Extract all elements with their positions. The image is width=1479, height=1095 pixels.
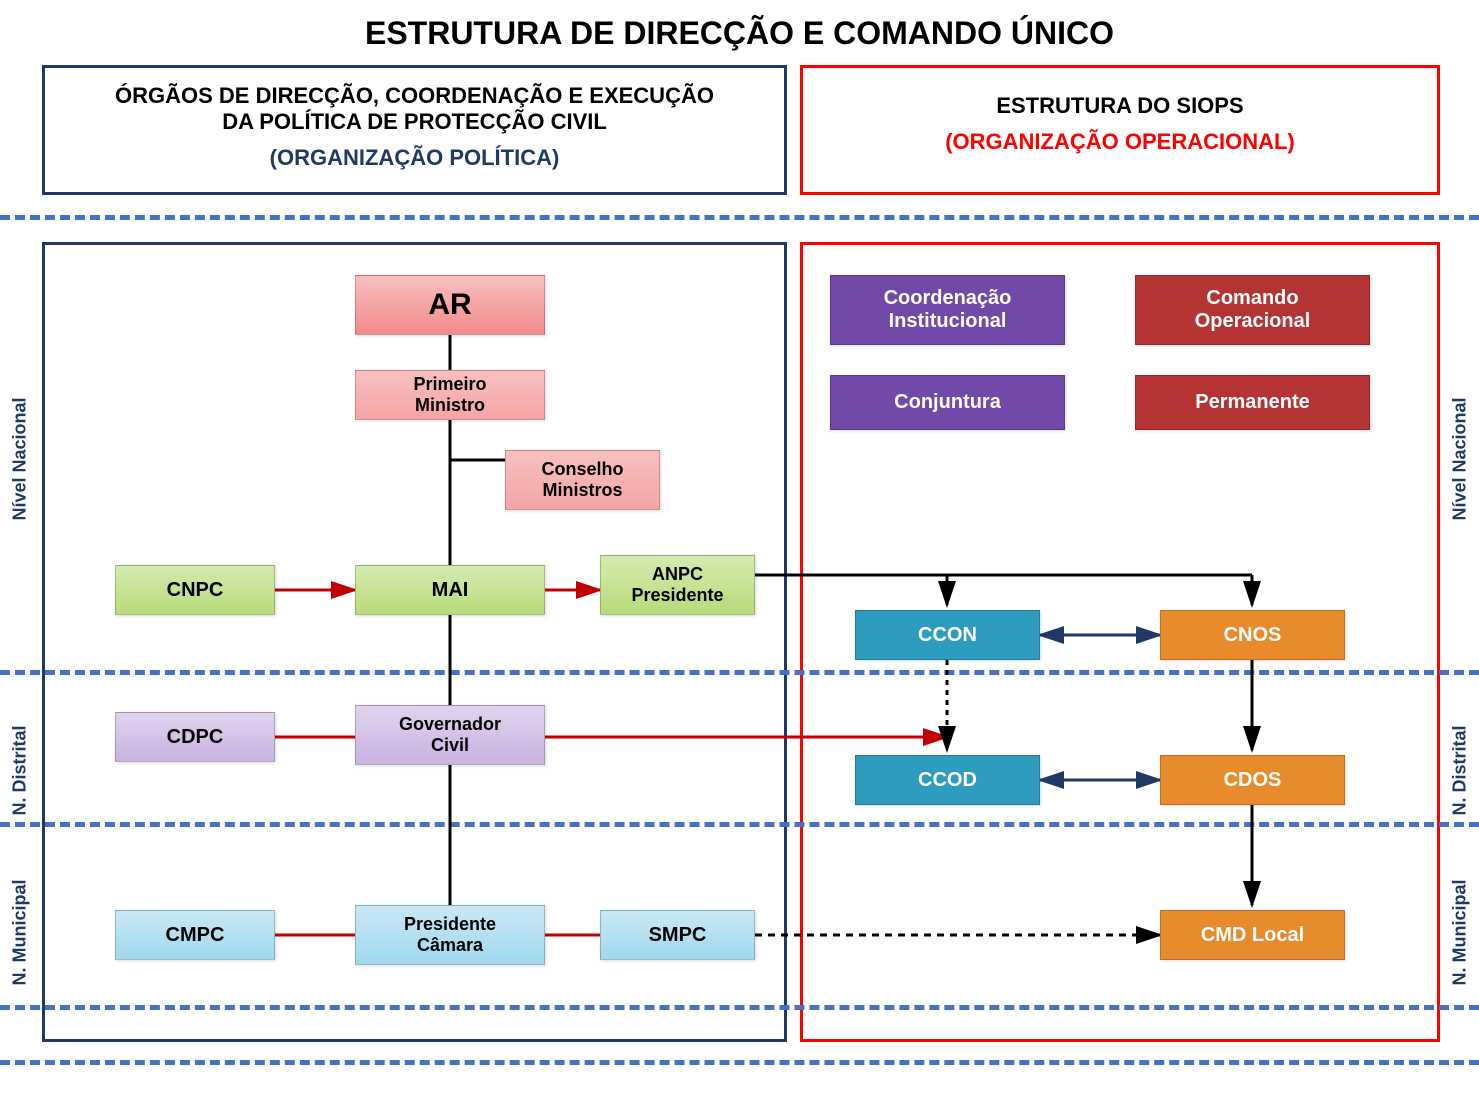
node-label-part: ANPC bbox=[652, 564, 703, 585]
node-conjuntura: Conjuntura bbox=[830, 375, 1065, 430]
level-label-right-municipal: N. Municipal bbox=[1450, 866, 1471, 986]
node-coord_inst: CoordenaçãoInstitucional bbox=[830, 275, 1065, 345]
node-ar: AR bbox=[355, 275, 545, 335]
node-pm: PrimeiroMinistro bbox=[355, 370, 545, 420]
node-permanente: Permanente bbox=[1135, 375, 1370, 430]
node-label-part: Governador bbox=[399, 714, 501, 735]
node-mai: MAI bbox=[355, 565, 545, 615]
header-left-line1: ÓRGÃOS DE DIRECÇÃO, COORDENAÇÃO E EXECUÇ… bbox=[55, 83, 774, 109]
dashed-separator bbox=[0, 822, 1479, 827]
level-label-right-distrital: N. Distrital bbox=[1450, 696, 1471, 816]
node-cmd_op: ComandoOperacional bbox=[1135, 275, 1370, 345]
level-label-left-municipal: N. Municipal bbox=[10, 866, 31, 986]
node-smpc: SMPC bbox=[600, 910, 755, 960]
level-label-left-distrital: N. Distrital bbox=[10, 696, 31, 816]
dashed-separator bbox=[0, 215, 1479, 220]
dashed-separator bbox=[0, 1005, 1479, 1010]
diagram-title: ESTRUTURA DE DIRECÇÃO E COMANDO ÚNICO bbox=[0, 15, 1479, 52]
node-cdos: CDOS bbox=[1160, 755, 1345, 805]
node-cm: ConselhoMinistros bbox=[505, 450, 660, 510]
node-cnos: CNOS bbox=[1160, 610, 1345, 660]
dashed-separator bbox=[0, 670, 1479, 675]
node-gov: GovernadorCivil bbox=[355, 705, 545, 765]
node-pres: PresidenteCâmara bbox=[355, 905, 545, 965]
header-left-sub: (ORGANIZAÇÃO POLÍTICA) bbox=[55, 145, 774, 171]
dashed-separator bbox=[0, 1060, 1479, 1065]
level-label-right-nacional: Nível Nacional bbox=[1450, 401, 1471, 521]
header-left-line2: DA POLÍTICA DE PROTECÇÃO CIVIL bbox=[55, 109, 774, 135]
node-label-part: Civil bbox=[431, 735, 469, 756]
node-label-part: Comando bbox=[1206, 287, 1298, 310]
header-right-line1: ESTRUTURA DO SIOPS bbox=[813, 93, 1427, 119]
node-cdpc: CDPC bbox=[115, 712, 275, 762]
node-label-part: Institucional bbox=[889, 310, 1007, 333]
node-label-part: Ministro bbox=[415, 395, 485, 416]
node-label-part: Presidente bbox=[404, 914, 496, 935]
node-ccod: CCOD bbox=[855, 755, 1040, 805]
node-label-part: Presidente bbox=[631, 585, 723, 606]
level-label-left-nacional: Nível Nacional bbox=[10, 401, 31, 521]
node-label-part: Câmara bbox=[417, 935, 483, 956]
header-right-box: ESTRUTURA DO SIOPS (ORGANIZAÇÃO OPERACIO… bbox=[800, 65, 1440, 195]
header-left-box: ÓRGÃOS DE DIRECÇÃO, COORDENAÇÃO E EXECUÇ… bbox=[42, 65, 787, 195]
node-label-part: Conselho bbox=[541, 459, 623, 480]
node-label-part: Ministros bbox=[542, 480, 622, 501]
node-label-part: Operacional bbox=[1195, 310, 1311, 333]
node-label-part: Primeiro bbox=[413, 374, 486, 395]
node-anpc: ANPCPresidente bbox=[600, 555, 755, 615]
node-cmpc: CMPC bbox=[115, 910, 275, 960]
header-right-sub: (ORGANIZAÇÃO OPERACIONAL) bbox=[813, 129, 1427, 155]
node-label-part: Coordenação bbox=[884, 287, 1012, 310]
node-cnpc: CNPC bbox=[115, 565, 275, 615]
node-ccon: CCON bbox=[855, 610, 1040, 660]
node-cmd_local: CMD Local bbox=[1160, 910, 1345, 960]
